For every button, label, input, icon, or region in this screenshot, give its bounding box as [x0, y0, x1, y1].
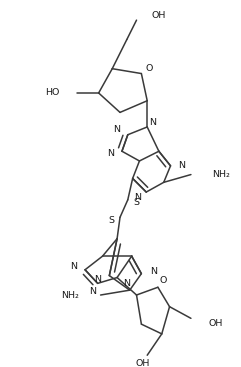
Text: OH: OH [208, 319, 223, 328]
Text: OH: OH [135, 359, 150, 367]
Text: N: N [178, 161, 185, 170]
Text: OH: OH [151, 11, 166, 20]
Text: S: S [108, 216, 114, 225]
Text: N: N [107, 149, 114, 158]
Text: NH₂: NH₂ [212, 170, 230, 179]
Text: N: N [123, 279, 130, 288]
Text: NH₂: NH₂ [61, 291, 79, 299]
Text: N: N [134, 193, 141, 202]
Text: S: S [134, 198, 140, 207]
Text: HO: HO [45, 88, 60, 98]
Text: N: N [150, 267, 157, 276]
Text: N: N [150, 117, 157, 127]
Text: N: N [94, 275, 101, 284]
Text: N: N [70, 262, 77, 271]
Text: N: N [89, 287, 96, 296]
Text: N: N [113, 126, 120, 134]
Text: O: O [159, 276, 167, 285]
Text: O: O [146, 64, 153, 73]
